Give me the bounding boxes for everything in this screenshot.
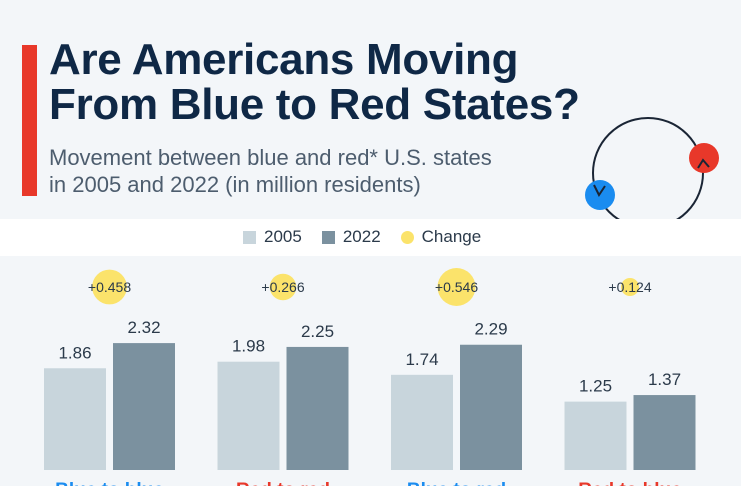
legend-item-change: Change: [400, 227, 482, 247]
bar-value-label: 2.32: [127, 318, 160, 337]
subtitle-line-2: in 2005 and 2022 (in million residents): [49, 172, 421, 197]
accent-bar: [22, 45, 37, 196]
bar-value-label: 1.37: [648, 370, 681, 389]
bar-2005: [44, 368, 106, 470]
bar-2022: [286, 346, 349, 470]
subtitle: Movement between blue and red* U.S. stat…: [49, 144, 492, 198]
bar-chart: 1.86 2.32 +0.458 Blue to blue 1.98 2.25 +0.266…: [44, 268, 696, 486]
change-bubble: [620, 277, 640, 297]
bar-value-label: 2.25: [301, 322, 334, 341]
change-label: +0.458: [88, 279, 131, 295]
change-bubble: [92, 269, 127, 305]
bar-2005: [391, 374, 453, 470]
legend-dot-change: [400, 230, 414, 244]
bar-value-label: 1.74: [405, 350, 438, 369]
bar-value-label: 1.98: [232, 337, 265, 356]
legend-swatch-2022: [321, 230, 335, 244]
page-title: Are Americans Moving From Blue to Red Sta…: [49, 37, 580, 127]
legend-item-2005: 2005: [243, 227, 302, 247]
bar-2022: [633, 395, 696, 470]
title-line-2: From Blue to Red States?: [49, 80, 580, 129]
title-line-1: Are Americans Moving: [49, 35, 519, 84]
legend-label: 2005: [264, 227, 302, 246]
legend: 2005 2022 Change: [243, 227, 501, 247]
category-label: Red to red: [236, 480, 330, 486]
bar-2022: [113, 343, 175, 470]
subtitle-line-1: Movement between blue and red* U.S. stat…: [49, 145, 492, 170]
bar-value-label: 1.86: [58, 343, 91, 362]
category-label: Blue to red: [407, 480, 506, 486]
change-bubble: [269, 273, 297, 301]
bar-2005: [217, 361, 280, 470]
legend-swatch-2005: [243, 230, 256, 244]
legend-label: 2022: [342, 227, 381, 246]
bar-value-label: 2.29: [474, 320, 507, 339]
category-label: Red to blue: [578, 480, 681, 486]
bar-value-label: 1.25: [579, 377, 612, 396]
legend-item-2022: 2022: [321, 227, 381, 247]
category-label: Blue to blue: [55, 480, 164, 486]
bar-2022: [460, 344, 522, 470]
change-label: +0.546: [435, 279, 478, 295]
change-label: +0.124: [608, 279, 651, 295]
change-label: +0.266: [261, 279, 304, 295]
change-bubble: [437, 268, 476, 306]
legend-label: Change: [421, 227, 482, 246]
bar-2005: [564, 401, 627, 470]
legend-band: [0, 219, 741, 256]
